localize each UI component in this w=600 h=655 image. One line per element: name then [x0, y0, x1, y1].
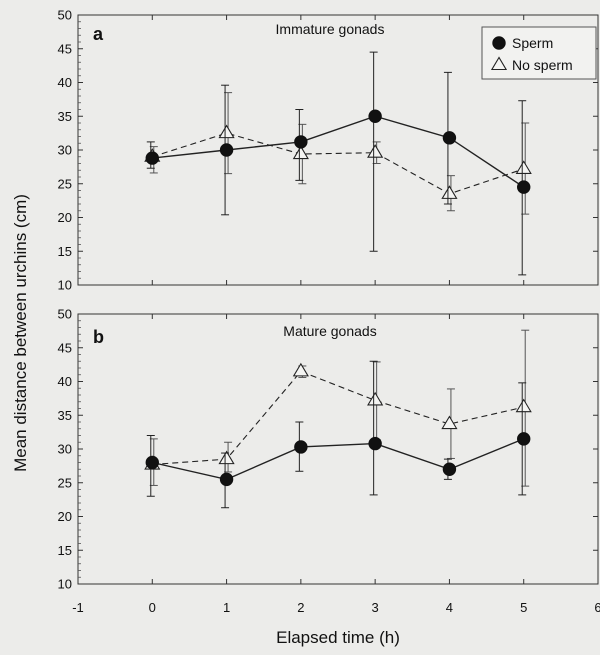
y-tick-label: 30 [58, 442, 72, 457]
y-tick-label: 35 [58, 109, 72, 124]
y-axis-title: Mean distance between urchins (cm) [11, 194, 30, 472]
data-point [442, 462, 457, 476]
data-point [368, 109, 382, 123]
panel-letter: a [93, 24, 104, 44]
data-point [367, 144, 384, 158]
data-point [441, 185, 458, 199]
legend-label: No sperm [512, 57, 573, 73]
x-tick-label: -1 [72, 600, 84, 615]
y-tick-label: 45 [58, 41, 72, 56]
y-tick-label: 15 [58, 543, 72, 558]
y-tick-label: 50 [58, 307, 72, 322]
data-point [219, 143, 234, 157]
data-point [515, 398, 532, 413]
y-tick-label: 25 [58, 475, 72, 490]
data-point [517, 180, 531, 194]
data-point [145, 455, 159, 470]
x-tick-label: 0 [149, 600, 156, 615]
data-point [368, 436, 382, 451]
data-point [517, 432, 531, 446]
legend-marker [490, 56, 508, 71]
legend: Sperm No sperm [481, 26, 597, 80]
y-tick-label: 25 [58, 176, 72, 191]
data-point [292, 145, 309, 160]
series-line [152, 115, 525, 188]
data-point [292, 362, 309, 377]
series-sperm [145, 360, 531, 509]
y-tick-label: 40 [58, 75, 72, 90]
data-point [441, 415, 458, 430]
data-point [442, 131, 457, 145]
data-point [294, 135, 308, 149]
panel-title: Immature gonads [276, 21, 385, 37]
x-tick-label: 2 [297, 600, 304, 615]
data-point [515, 160, 532, 174]
legend-marker [492, 36, 506, 50]
x-tick-label: 3 [372, 600, 379, 615]
x-tick-label: 1 [223, 600, 230, 615]
x-tick-label: 5 [520, 600, 527, 615]
data-point [367, 391, 384, 406]
x-tick-label: 4 [446, 600, 453, 615]
y-tick-label: 10 [58, 577, 72, 592]
data-point [294, 440, 308, 454]
x-tick-label: 6 [594, 600, 600, 615]
y-tick-label: 10 [58, 278, 72, 293]
y-tick-label: 15 [58, 244, 72, 259]
series-line [152, 438, 524, 481]
series-line [152, 132, 524, 195]
y-tick-label: 40 [58, 374, 72, 389]
y-tick-label: 35 [58, 408, 72, 423]
panel-a: 10 15 20 25 30 35 40 45 50 a Immature gonads [58, 8, 599, 293]
y-tick-label: 20 [58, 509, 72, 524]
series-sperm [145, 51, 531, 276]
legend-box [481, 26, 597, 80]
series-line [152, 370, 524, 466]
legend-label: Sperm [512, 35, 553, 51]
y-tick-label: 20 [58, 210, 72, 225]
x-axis-title: Elapsed time (h) [276, 628, 400, 647]
y-tick-label: 30 [58, 143, 72, 158]
data-point [218, 450, 235, 465]
y-tick-label: 50 [58, 8, 72, 23]
data-point [218, 124, 235, 139]
data-point [219, 472, 234, 487]
y-tick-label: 45 [58, 340, 72, 355]
panel-title: Mature gonads [283, 323, 376, 339]
panel-letter: b [93, 327, 104, 347]
data-point [145, 151, 159, 165]
